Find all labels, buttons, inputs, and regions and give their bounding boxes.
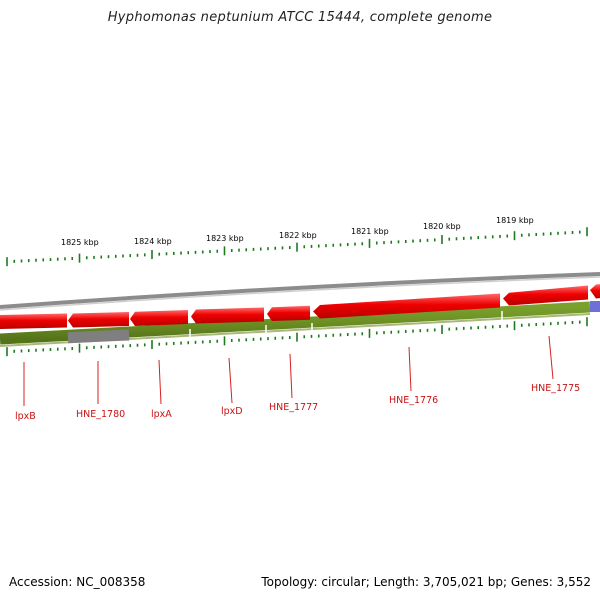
accession-label: Accession: NC_008358 <box>9 575 146 589</box>
cds-arrow <box>313 293 500 319</box>
cds-arrow <box>267 305 310 321</box>
gene-label-HNE_1775: HNE_1775 <box>531 383 580 394</box>
genome-backbone <box>0 272 600 309</box>
cds-arrows <box>0 284 600 329</box>
cds-arrow <box>503 285 588 306</box>
kbp-label: 1820 kbp <box>423 222 461 231</box>
kbp-label: 1821 kbp <box>351 227 389 236</box>
genome-backbone-shadow <box>0 276 600 311</box>
gene-track-gray-segment <box>67 329 130 344</box>
gene-label-lpxB: lpxB <box>15 411 36 422</box>
gene-label-lpxD: lpxD <box>221 406 243 417</box>
cds-arrow <box>130 310 188 326</box>
gene-label-lpxA: lpxA <box>151 409 172 420</box>
rna-feature <box>590 301 600 312</box>
kbp-label: 1822 kbp <box>279 231 317 240</box>
cds-arrow <box>0 313 67 329</box>
kbp-label: 1823 kbp <box>206 234 244 243</box>
kbp-label: 1819 kbp <box>496 216 534 225</box>
gene-label-HNE_1780: HNE_1780 <box>76 409 125 420</box>
genome-title: Hyphomonas neptunium ATCC 15444, complet… <box>107 10 493 25</box>
kbp-label: 1824 kbp <box>134 237 172 246</box>
cds-arrow <box>191 307 264 324</box>
gene-label-HNE_1776: HNE_1776 <box>389 395 438 406</box>
cds-arrow <box>68 312 129 328</box>
gene-label-HNE_1777: HNE_1777 <box>269 402 318 413</box>
cds-arrow <box>590 284 600 299</box>
gene-boundaries <box>189 311 503 342</box>
lower-tick-marks <box>6 317 588 357</box>
gene-leader-lines <box>23 335 554 406</box>
topology-summary: Topology: circular; Length: 3,705,021 bp… <box>261 575 591 589</box>
upper-tick-marks <box>6 227 588 267</box>
kbp-label: 1825 kbp <box>61 238 99 247</box>
